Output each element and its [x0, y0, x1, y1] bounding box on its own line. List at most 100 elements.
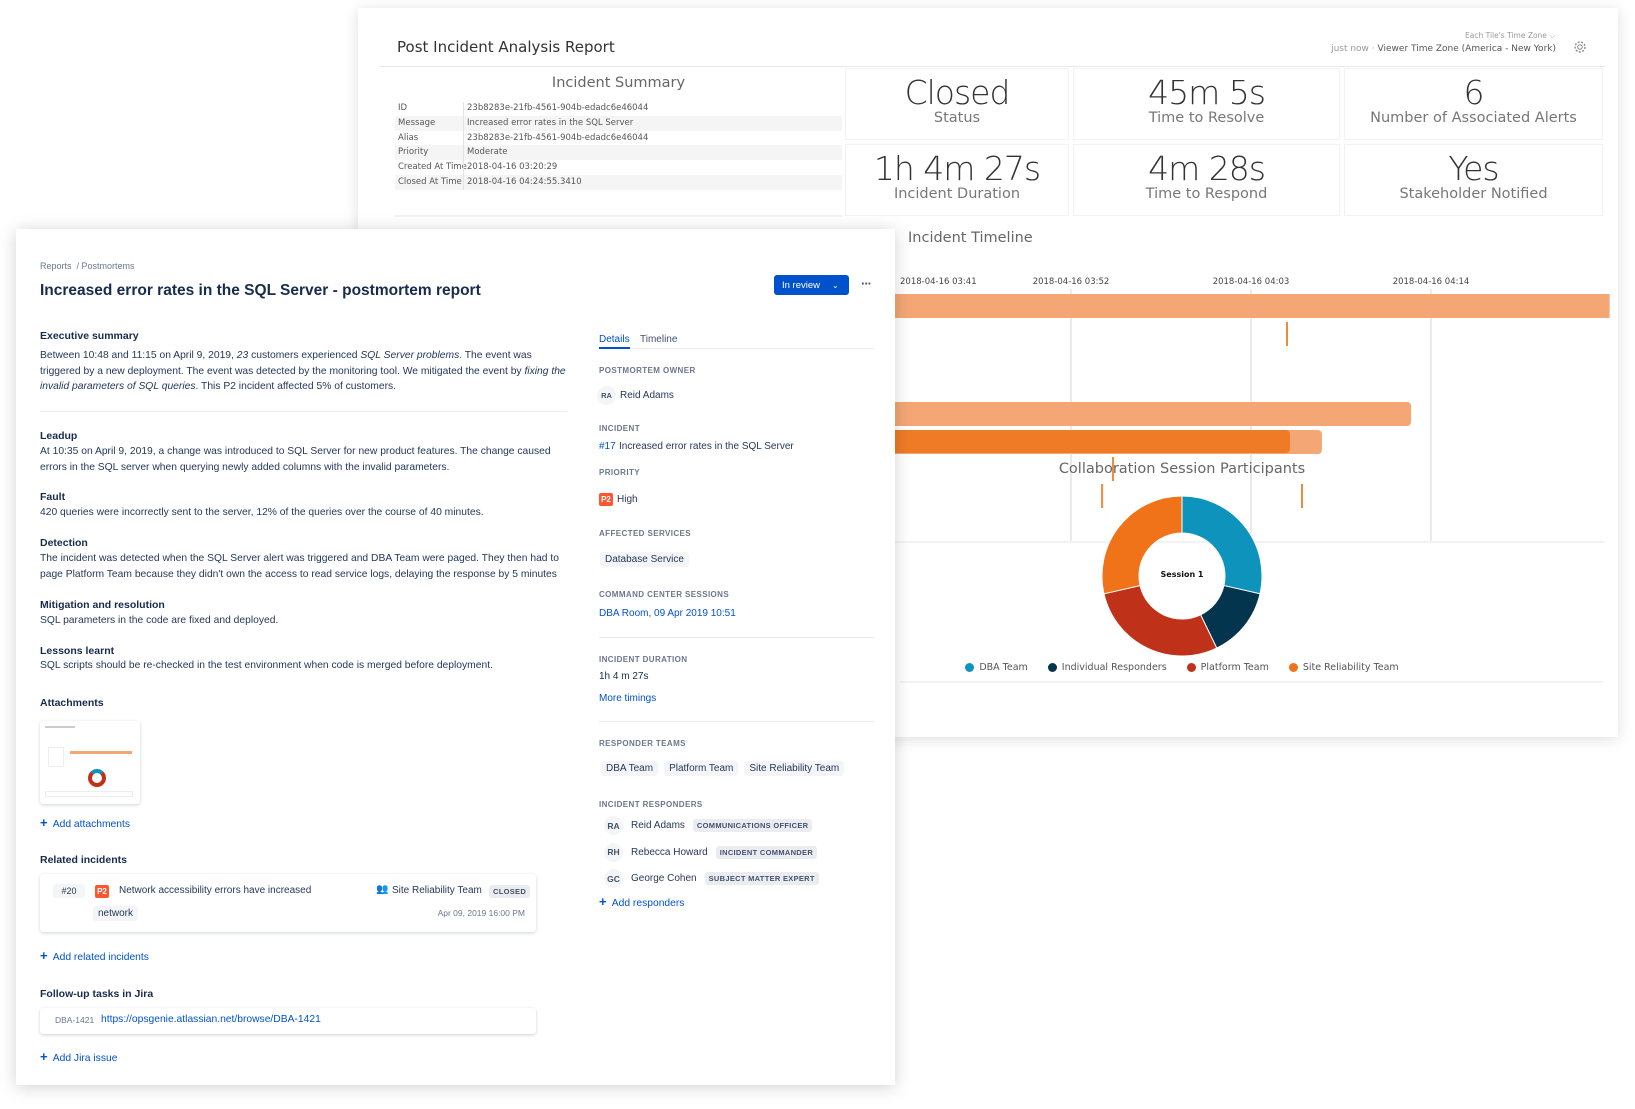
add-related-incidents-link[interactable]: + Add related incidents [40, 948, 149, 963]
team-chip[interactable]: Site Reliability Team [744, 761, 845, 776]
summary-title: Incident Summary [551, 75, 686, 91]
more-timings-link[interactable]: More timings [599, 693, 657, 704]
priority-badge: P2 [95, 885, 109, 898]
legend-item[interactable]: Individual Responders [1047, 662, 1167, 673]
summary-row-value: Increased error rates in the SQL Server [467, 117, 634, 128]
tile-stakeholder-notified: Yes Stakeholder Notified [1344, 144, 1603, 216]
legend-item[interactable]: Platform Team [1186, 662, 1269, 673]
avatar: RA [604, 816, 623, 835]
duration-value: 1h 4 m 27s [599, 671, 649, 682]
last-updated: just now [1331, 44, 1369, 54]
legend-item[interactable]: Site Reliability Team [1288, 662, 1399, 673]
related-incident-card[interactable] [40, 874, 536, 932]
timezone-select[interactable]: Each Tile's Time Zone ⌵ [1465, 31, 1555, 41]
responder-name: Reid Adams [631, 820, 685, 831]
priority-label: PRIORITY [599, 468, 640, 477]
timezone-info: just now · Viewer Time Zone (America - N… [1331, 44, 1556, 55]
summary-row-value: 23b8283e-21fb-4561-904b-edadc6e46044 [467, 103, 649, 113]
plus-icon: + [599, 894, 607, 909]
sessions-label: COMMAND CENTER SESSIONS [599, 590, 730, 599]
duration-label: INCIDENT DURATION [599, 655, 688, 664]
chevron-down-icon: ⌄ [832, 280, 839, 290]
team-chip[interactable]: DBA Team [601, 761, 659, 776]
timeline-event-marker[interactable] [1286, 322, 1288, 346]
separator: · [1371, 44, 1375, 54]
tile-value: Yes [1448, 149, 1499, 188]
section-divider [40, 411, 567, 412]
summary-bottom-line [395, 215, 842, 217]
tile-label: Time to Resolve [1148, 110, 1265, 126]
timeline-event-marker[interactable] [1101, 484, 1104, 508]
status-badge: CLOSED [489, 885, 531, 898]
attachment-thumbnail[interactable] [40, 721, 140, 804]
related-incident-team: Site Reliability Team [392, 885, 482, 896]
detection-heading: Detection [40, 537, 88, 549]
status-button-label: In review [782, 279, 821, 291]
tile-value: 45m 5s [1148, 73, 1266, 112]
section-divider [599, 637, 874, 638]
timeline-event-marker[interactable] [1301, 484, 1303, 508]
donut-slice[interactable] [1103, 584, 1218, 657]
timezone-label: Viewer Time Zone (America - New York) [1377, 44, 1556, 54]
tile-label: Number of Associated Alerts [1370, 110, 1577, 126]
session-link[interactable]: DBA Room, 09 Apr 2019 10:51 [599, 608, 736, 619]
tab-timeline[interactable]: Timeline [640, 334, 678, 345]
team-chip[interactable]: Platform Team [664, 761, 739, 776]
legend-label: Individual Responders [1061, 662, 1167, 673]
leadup-heading: Leadup [40, 430, 78, 442]
detection-text: The incident was detected when the SQL S… [40, 553, 559, 580]
tile-value: 4m 28s [1148, 149, 1266, 188]
incident-id-link[interactable]: #17 [599, 441, 616, 452]
tile-label: Time to Respond [1145, 186, 1268, 202]
timeline-bar[interactable] [800, 294, 1610, 318]
add-jira-issue-link[interactable]: + Add Jira issue [40, 1049, 118, 1064]
service-chip[interactable]: Database Service [600, 552, 689, 567]
gear-icon[interactable] [1573, 40, 1587, 54]
timeline-event-marker[interactable] [1112, 457, 1114, 481]
related-incident-message[interactable]: Network accessibility errors have increa… [119, 885, 312, 896]
responder-role-badge: COMMUNICATIONS OFFICER [692, 819, 813, 832]
legend-label: DBA Team [979, 662, 1028, 673]
breadcrumb: Reports / Postmortems [40, 261, 135, 271]
owner-name: Reid Adams [620, 390, 674, 401]
summary-row: Closed At Time 2018-04-16 04:24:55.3410 [395, 175, 842, 190]
summary-row-label: Message [398, 117, 436, 128]
tile-time-to-respond: 4m 28s Time to Respond [1073, 144, 1340, 216]
legend-label: Site Reliability Team [1302, 662, 1399, 673]
mitigation-text: SQL parameters in the code are fixed and… [40, 615, 279, 626]
plus-icon: + [40, 948, 48, 963]
summary-row-label: Alias [398, 132, 419, 143]
breadcrumb-postmortems[interactable]: / Postmortems [76, 261, 135, 271]
active-tab-indicator [599, 347, 630, 349]
add-attachments-link[interactable]: + Add attachments [40, 815, 131, 830]
summary-row: Priority Moderate [395, 145, 842, 161]
responder-name: Rebecca Howard [631, 846, 708, 858]
tile-label: Incident Duration [893, 186, 1021, 202]
breadcrumb-reports[interactable]: Reports [40, 261, 72, 271]
timeline-tick-label: 2018-04-16 04:03 [1213, 277, 1290, 287]
incident-responders-label: INCIDENT RESPONDERS [599, 800, 703, 809]
tile-label: Stakeholder Notified [1399, 186, 1548, 202]
donut-slice[interactable] [1181, 495, 1263, 595]
legend-item[interactable]: DBA Team [965, 662, 1028, 673]
more-actions-button[interactable]: ··· [861, 276, 872, 291]
summary-column-divider [463, 102, 464, 190]
jira-task-card [40, 1008, 536, 1034]
summary-row: Created At Time 2018-04-16 03:20:29 [395, 160, 842, 175]
timeline-title: Incident Timeline [908, 230, 1033, 246]
related-incident-id[interactable]: #20 [53, 884, 85, 898]
donut-slice[interactable] [1101, 495, 1183, 595]
summary-row-value: Moderate [467, 147, 508, 158]
summary-row: Alias 23b8283e-21fb-4561-904b-edadc6e4604… [395, 131, 842, 146]
jira-heading: Follow-up tasks in Jira [40, 988, 154, 1000]
jira-issue-link[interactable]: https://opsgenie.atlassian.net/browse/DB… [101, 1014, 321, 1025]
timeline-bar[interactable] [800, 430, 1290, 453]
add-responders-link[interactable]: + Add responders [599, 894, 685, 909]
summary-row-label: ID [398, 103, 408, 113]
tag-chip: network [93, 906, 139, 921]
tab-details[interactable]: Details [599, 334, 630, 345]
status-dropdown-button[interactable]: In review ⌄ [774, 275, 849, 295]
responder-role-badge: SUBJECT MATTER EXPERT [704, 872, 819, 885]
timeline-bar[interactable] [800, 402, 1412, 426]
summary-row-value: 2018-04-16 04:24:55.3410 [467, 177, 582, 187]
